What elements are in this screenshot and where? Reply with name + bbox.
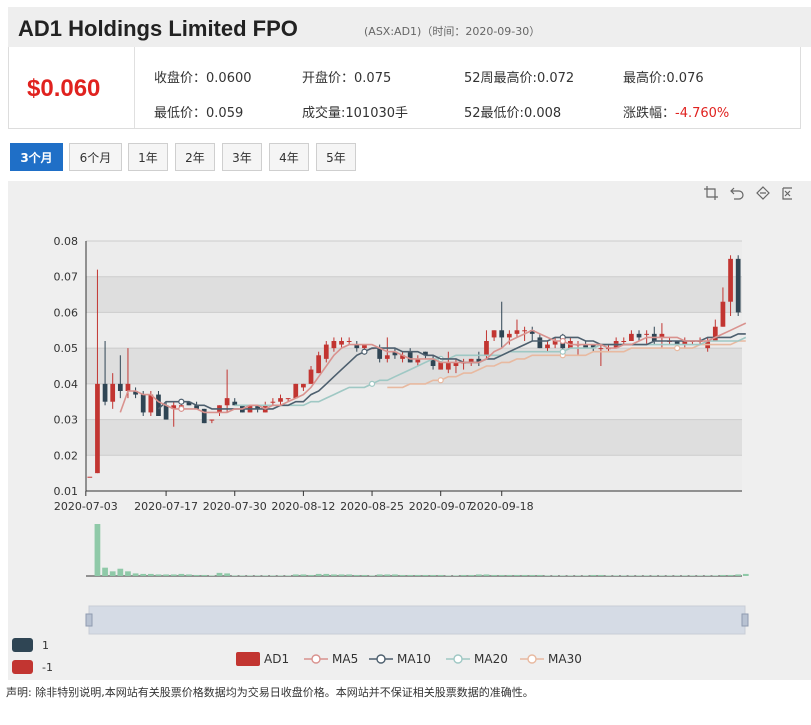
undo-icon[interactable] (730, 186, 744, 200)
ticker-and-date: (ASX:AD1)（时间：2020-09-30） (364, 25, 541, 38)
crop-icon[interactable] (704, 186, 718, 200)
tab-3-years[interactable]: 3年 (222, 143, 262, 171)
tab-2-years[interactable]: 2年 (175, 143, 215, 171)
page-header: AD1 Holdings Limited FPO (ASX:AD1)（时间：20… (8, 7, 811, 47)
stat-open: 开盘价：0.075 (302, 71, 392, 86)
tab-1-year[interactable]: 1年 (128, 143, 168, 171)
stat-low: 最低价：0.059 (154, 106, 244, 121)
tab-5-years[interactable]: 5年 (316, 143, 356, 171)
stat-52w-low: 52最低价:0.008 (464, 106, 562, 121)
change-pct-value: -4.760% (675, 106, 730, 121)
chart-panel (8, 181, 811, 680)
quote-divider (134, 47, 135, 128)
stat-volume: 成交量:101030手 (302, 106, 409, 121)
stat-close: 收盘价：0.0600 (154, 71, 252, 86)
quote-panel: $0.060 收盘价：0.0600 开盘价：0.075 52周最高价:0.072… (8, 47, 801, 129)
page-title: AD1 Holdings Limited FPO (18, 16, 298, 41)
save-image-icon[interactable] (782, 186, 792, 200)
stat-52w-high: 52周最高价:0.072 (464, 71, 575, 86)
current-price: $0.060 (27, 75, 101, 102)
stat-high: 最高价:0.076 (623, 71, 704, 86)
tab-4-years[interactable]: 4年 (269, 143, 309, 171)
disclaimer: 声明: 除非特别说明,本网站有关股票价格数据均为交易日收盘价格。本网站并不保证相… (6, 686, 534, 699)
tab-3-months[interactable]: 3个月 (10, 143, 63, 171)
restore-icon[interactable] (756, 186, 770, 200)
stat-change-pct: 涨跌幅：-4.760% (623, 106, 730, 121)
tab-6-months[interactable]: 6个月 (69, 143, 122, 171)
